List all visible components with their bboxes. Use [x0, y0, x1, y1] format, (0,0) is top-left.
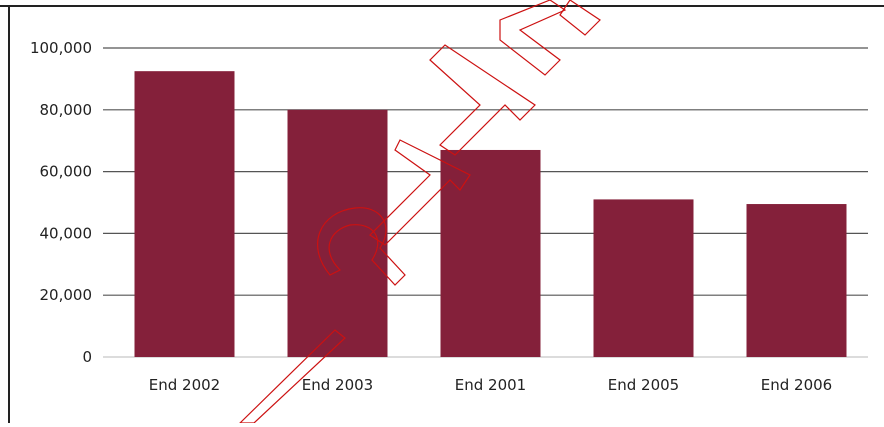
- y-tick-label: 40,000: [40, 224, 93, 242]
- y-tick-label: 20,000: [40, 286, 93, 304]
- bars: [134, 71, 847, 358]
- y-tick-label: 100,000: [30, 39, 92, 57]
- bar-end-2003: [287, 109, 388, 357]
- x-axis-ticks: End 2002 End 2003 End 2001 End 2005 End 2006: [149, 376, 832, 394]
- y-tick-label: 80,000: [40, 101, 93, 119]
- y-tick-label: 0: [82, 348, 92, 366]
- y-tick-label: 60,000: [40, 163, 93, 181]
- bar-end-2005: [593, 199, 694, 357]
- bar-end-2002: [134, 71, 235, 358]
- bar-end-2001: [440, 149, 541, 357]
- x-tick-label: End 2005: [608, 376, 679, 394]
- x-tick-label: End 2003: [302, 376, 373, 394]
- x-tick-label: End 2006: [761, 376, 832, 394]
- bar-end-2006: [746, 204, 847, 357]
- x-tick-label: End 2001: [455, 376, 526, 394]
- y-axis-ticks: 0 20,000 40,000 60,000 80,000 100,000: [30, 39, 92, 366]
- x-tick-label: End 2002: [149, 376, 220, 394]
